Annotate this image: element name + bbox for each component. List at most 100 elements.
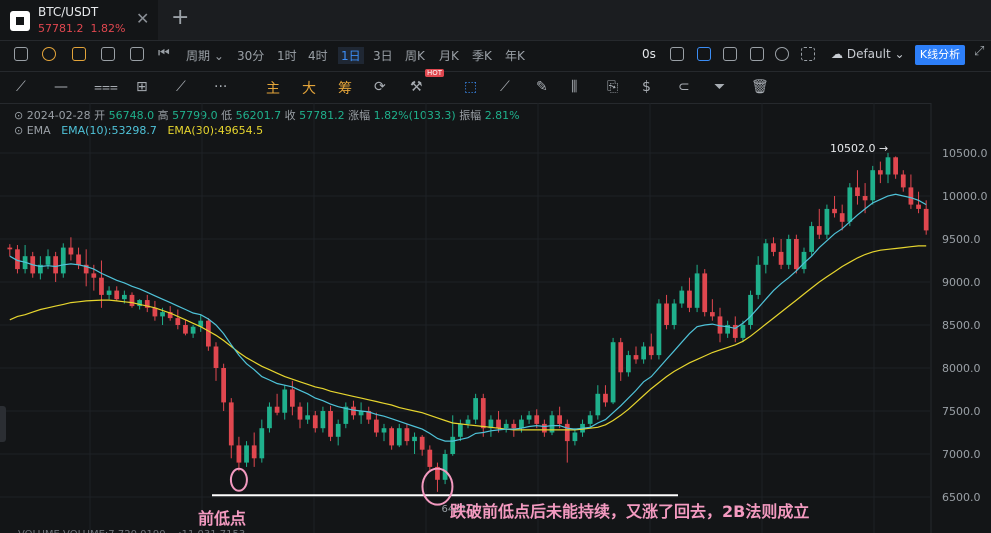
tab-btc-usdt[interactable]: BTC/USDT 57781.2 1.82% ✕ [0, 0, 158, 40]
candle-body [114, 290, 120, 300]
layers-icon[interactable] [130, 47, 144, 61]
kline-analysis-button[interactable]: K线分析 [915, 45, 965, 65]
more-tools-icon[interactable]: ··· [214, 79, 228, 95]
plus-icon[interactable]: + [171, 5, 190, 30]
crosshair-icon[interactable]: ⊞ [136, 79, 148, 95]
candle-body [923, 208, 929, 231]
more-icon[interactable]: ⤢ [974, 44, 985, 59]
select-icon[interactable]: ⬚ [464, 79, 478, 95]
horizontal-line-icon[interactable]: — [54, 79, 68, 95]
period-1d[interactable]: 1日 [338, 47, 364, 64]
annotation-overlay: 10502.0 → 6481.7 前低点 跌破前低点后未能持续，又涨了回去，2B法则成… [18, 142, 888, 533]
calendar-icon[interactable] [750, 47, 764, 61]
candle-body [83, 264, 89, 274]
clock-icon[interactable] [42, 47, 56, 61]
refresh-icon[interactable]: ⟳ [374, 79, 386, 95]
candle-body [412, 436, 417, 442]
side-panel-handle[interactable] [0, 406, 6, 442]
period-30m[interactable]: 30分 [237, 49, 265, 63]
candle-body [564, 423, 570, 442]
previous-low-circle [229, 467, 248, 492]
candle-body [725, 325, 731, 334]
candle-body [641, 346, 647, 360]
candle-icon[interactable]: ⫼ [571, 79, 578, 95]
period-selector[interactable]: 周期 ⌄ [186, 49, 224, 63]
big-order-tool[interactable]: 大 [302, 81, 316, 97]
period-month[interactable]: 月K [439, 49, 459, 63]
collapse-icon[interactable]: ⊙ [14, 109, 24, 122]
price-axis: 10500.0 10000.0 9500.0 9000.0 8500.0 8000.0 75… [930, 103, 991, 533]
candle-body [320, 411, 326, 429]
chip-tool[interactable]: 筹 [338, 81, 352, 97]
candle-body [587, 415, 593, 424]
period-week[interactable]: 周K [405, 49, 425, 63]
candle-body [717, 316, 723, 334]
candle-body [778, 251, 784, 265]
candle-body [748, 294, 753, 325]
period-year[interactable]: 年K [505, 49, 525, 63]
candle-body [427, 449, 433, 467]
dollar-icon[interactable]: $ [642, 79, 651, 95]
settings-icon[interactable] [775, 47, 789, 61]
candle-body [160, 312, 165, 317]
replay-icon[interactable]: ⏮ [158, 46, 170, 61]
candle-body [343, 406, 349, 424]
candle-body [908, 187, 914, 205]
template-selector[interactable]: ☁ Default ⌄ [831, 47, 905, 61]
period-3d[interactable]: 3日 [373, 49, 393, 63]
candle-body [351, 406, 356, 416]
candle-body [267, 406, 272, 429]
candle-body [68, 247, 74, 255]
candle-body [381, 428, 387, 433]
candle-body [793, 239, 799, 270]
filter-icon[interactable]: ⏷ [714, 79, 726, 95]
candle-body [305, 415, 311, 420]
ray-icon[interactable]: ⟋ [176, 79, 186, 95]
exchange-logo-icon [10, 11, 30, 31]
price-tick-label: 9000.0 [942, 276, 981, 289]
text-icon[interactable]: ⎘ [607, 79, 619, 95]
low-price-marker: 6481.7 [441, 504, 476, 515]
layout-icon[interactable] [14, 47, 28, 61]
candle-body [709, 312, 715, 317]
period-4h[interactable]: 4时 [308, 49, 328, 63]
candle-body [862, 196, 868, 201]
trendline-icon[interactable]: ⟋ [16, 79, 26, 95]
candle-body [541, 423, 547, 433]
candlestick-chart[interactable]: 10500.0 10000.0 9500.0 9000.0 8500.0 8000.0 75… [0, 103, 991, 533]
candle-body [870, 170, 876, 201]
countdown: 0s [642, 47, 656, 61]
price-tick-label: 10000.0 [942, 190, 988, 203]
candle-body [37, 264, 43, 274]
edit-icon[interactable] [697, 47, 711, 61]
tools-icon[interactable]: ⚒ [410, 79, 423, 95]
candle-body [732, 325, 738, 338]
candle-body [274, 406, 280, 413]
trash-icon[interactable]: 🗑 [751, 79, 769, 95]
candle-body [664, 303, 669, 325]
candle-body [595, 393, 601, 416]
camera-icon[interactable] [670, 47, 684, 61]
main-force-tool[interactable]: 主 [266, 81, 280, 97]
close-icon[interactable]: ✕ [136, 9, 150, 28]
fullscreen-icon[interactable] [801, 47, 815, 61]
wallet-icon[interactable] [101, 47, 115, 61]
chevron-down-icon: ⌄ [213, 49, 224, 63]
ruler-icon[interactable]: ⟋ [500, 79, 510, 95]
parallel-channel-icon[interactable]: ⩶ [94, 79, 118, 95]
price-tick-label: 7000.0 [942, 448, 981, 461]
indicator-icon[interactable] [72, 47, 86, 61]
price-tick-label: 8500.0 [942, 319, 981, 332]
add-note-icon[interactable] [723, 47, 737, 61]
candle-body [419, 436, 425, 450]
candle-body [328, 411, 333, 437]
candle-body [648, 346, 654, 356]
ohlc-info: ⊙ 2024-02-28 开 56748.0 高 57799.0 低 56201… [14, 109, 520, 122]
brush-icon[interactable]: ✎ [536, 79, 548, 95]
period-quarter[interactable]: 季K [472, 49, 492, 63]
candle-body [511, 423, 517, 429]
price-tick-label: 9500.0 [942, 233, 981, 246]
bell-icon[interactable]: ⊙ [14, 124, 24, 137]
magnet-icon[interactable]: ⊂ [678, 79, 690, 95]
period-1h[interactable]: 1时 [277, 49, 297, 63]
